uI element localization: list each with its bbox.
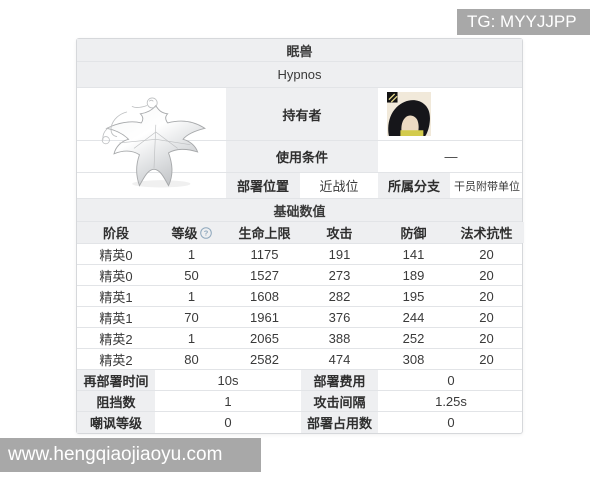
svg-text:?: ? — [203, 228, 208, 237]
